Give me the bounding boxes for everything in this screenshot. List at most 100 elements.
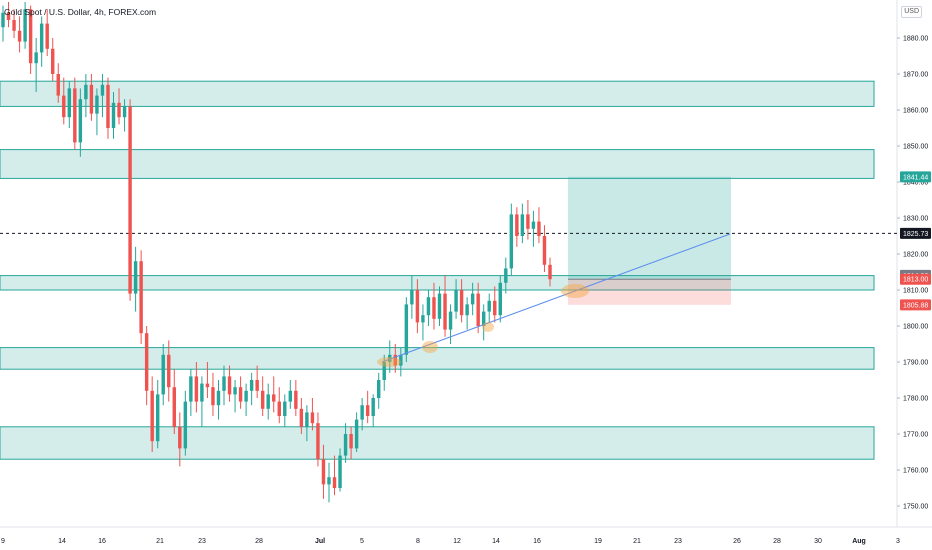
support-resistance-zone[interactable] [0,149,875,179]
candle-body [117,102,121,118]
candle-body [288,390,293,402]
candle-body [481,311,486,326]
candle-body [51,48,55,74]
candle-body [487,300,491,312]
candle-body [128,106,132,294]
candle-body [371,398,375,416]
candle-body [17,30,22,42]
candle-body [404,304,409,355]
candle-body [504,268,508,283]
candle-body [310,412,315,424]
candle-body [476,293,480,326]
candle-body [227,376,232,395]
x-tick-label: 16 [533,538,541,545]
x-tick-label: 21 [633,538,641,545]
x-tick-label: Jul [315,538,325,545]
touch-point-marker[interactable] [422,341,438,353]
candle-body [365,405,370,416]
candle-body [443,293,447,330]
candle-body [343,434,348,456]
y-tick-label: 1830.00 [903,216,928,223]
candle-body [183,401,188,449]
candle-body [332,477,337,488]
candle-body [327,477,331,485]
candle-body [244,390,248,402]
position-stop-zone[interactable] [568,279,731,305]
candle-body [515,214,519,236]
candle-body [415,290,420,323]
y-tick-label: 1780.00 [903,396,928,403]
candle-body [111,102,116,128]
candle-body [12,20,16,31]
candle-body [1,12,5,28]
candle-body [73,88,77,143]
candle-body [531,221,536,229]
candle-body [150,390,154,442]
candle-body [454,290,458,312]
candle-body [260,390,265,409]
candle-body [294,390,298,409]
price-label: 1805.88 [903,302,928,309]
ascending-trendline[interactable] [381,233,731,363]
candle-body [167,354,171,388]
touch-point-marker[interactable] [482,322,494,332]
candle-body [272,394,276,402]
y-tick-label: 1770.00 [903,432,928,439]
support-resistance-zone[interactable] [0,80,875,107]
candle-body [238,387,243,402]
touch-point-marker[interactable] [561,284,589,298]
y-tick-label: 1880.00 [903,36,928,43]
candle-body [498,282,502,316]
candle-body [133,261,138,294]
candle-body [432,297,436,319]
y-tick-label: 1750.00 [903,504,928,511]
x-tick-label: 9 [1,538,5,545]
candle-body [437,293,442,319]
candle-body [144,333,149,391]
touch-point-marker[interactable] [377,357,401,367]
candle-body [189,376,193,402]
position-target-zone[interactable] [568,176,731,280]
candle-body [459,290,464,316]
candle-body [255,380,259,391]
x-tick-label: 12 [453,538,461,545]
x-tick-label: 16 [98,538,106,545]
support-resistance-zone[interactable] [0,426,875,460]
candle-body [172,387,176,427]
candle-body [216,390,221,406]
candle-body [266,394,270,409]
candle-body [360,405,364,420]
price-label-box [900,299,931,311]
candle-body [211,387,215,406]
x-tick-label: 30 [814,538,822,545]
candle-body [388,354,392,362]
x-tick-label: 14 [58,538,66,545]
candle-body [470,293,475,305]
candle-body [205,383,210,388]
candle-body [106,84,110,128]
candle-body [299,408,304,427]
support-resistance-zone[interactable] [0,347,875,370]
price-label-box [900,227,931,239]
candle-body [34,52,38,64]
candle-body [155,394,160,442]
y-tick-label: 1820.00 [903,252,928,259]
candle-body [349,434,353,449]
candle-body [426,297,431,316]
y-tick-label: 1800.00 [903,324,928,331]
x-tick-label: 3 [896,538,900,545]
price-label-box [900,171,931,183]
y-tick-label: 1760.00 [903,468,928,475]
candle-body [161,354,165,395]
candle-body [178,426,182,449]
candle-body [421,315,425,323]
candle-body [23,9,27,42]
candle-body [537,221,541,236]
currency-badge[interactable]: USD [901,6,922,18]
candle-body [89,84,94,114]
candle-body [509,214,514,269]
y-tick-label: 1810.00 [903,288,928,295]
x-tick-label: 5 [360,538,364,545]
